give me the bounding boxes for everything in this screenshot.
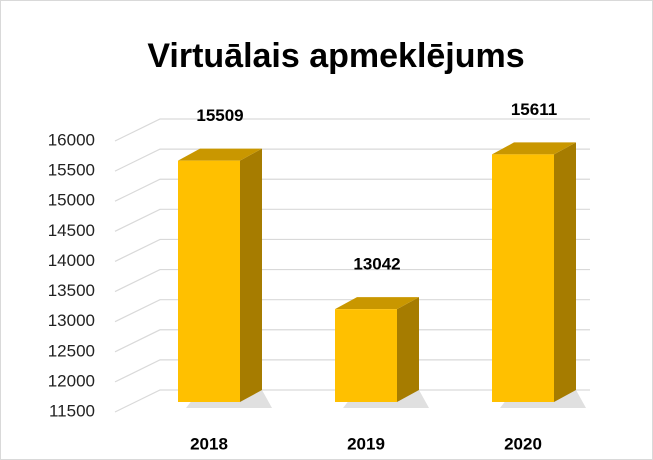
bar-top xyxy=(178,148,262,161)
bar-top xyxy=(335,297,419,310)
bar-side xyxy=(554,142,576,402)
grid-line xyxy=(114,238,590,262)
grid-line xyxy=(114,329,590,353)
y-tick-label: 12500 xyxy=(48,341,95,360)
grid-line xyxy=(114,299,590,323)
y-tick-label: 15500 xyxy=(48,161,95,180)
grid-line xyxy=(114,268,590,293)
bar xyxy=(492,142,586,408)
data-label: 13042 xyxy=(353,255,400,274)
x-tick-label: 2018 xyxy=(190,434,228,453)
grid-line xyxy=(114,118,590,142)
bar-top xyxy=(492,142,576,155)
grid-line xyxy=(114,208,590,232)
chart-title: Virtuālais apmeklējums xyxy=(147,37,524,75)
grid-line xyxy=(114,389,590,413)
y-tick-label: 11500 xyxy=(49,401,95,420)
y-tick-label: 12000 xyxy=(48,371,95,390)
grid-line xyxy=(114,148,590,172)
bar-front xyxy=(178,160,240,402)
y-tick-label: 14000 xyxy=(48,251,95,270)
bar-front xyxy=(335,309,397,402)
y-tick-label: 13000 xyxy=(48,311,95,330)
y-tick-label: 16000 xyxy=(48,130,95,149)
data-label: 15611 xyxy=(511,100,557,119)
y-tick-label: 15000 xyxy=(48,191,95,210)
data-label: 15509 xyxy=(196,106,243,125)
bar xyxy=(335,297,429,408)
grid-line xyxy=(114,178,590,202)
x-tick-label: 2019 xyxy=(347,434,385,453)
y-tick-label: 14500 xyxy=(48,221,95,240)
bar-side xyxy=(397,297,419,402)
grid-line xyxy=(114,359,590,383)
bar-front xyxy=(492,154,554,402)
bar xyxy=(178,148,272,408)
x-tick-label: 2020 xyxy=(504,434,542,453)
bar-side xyxy=(240,148,262,402)
y-tick-label: 13500 xyxy=(48,281,95,300)
